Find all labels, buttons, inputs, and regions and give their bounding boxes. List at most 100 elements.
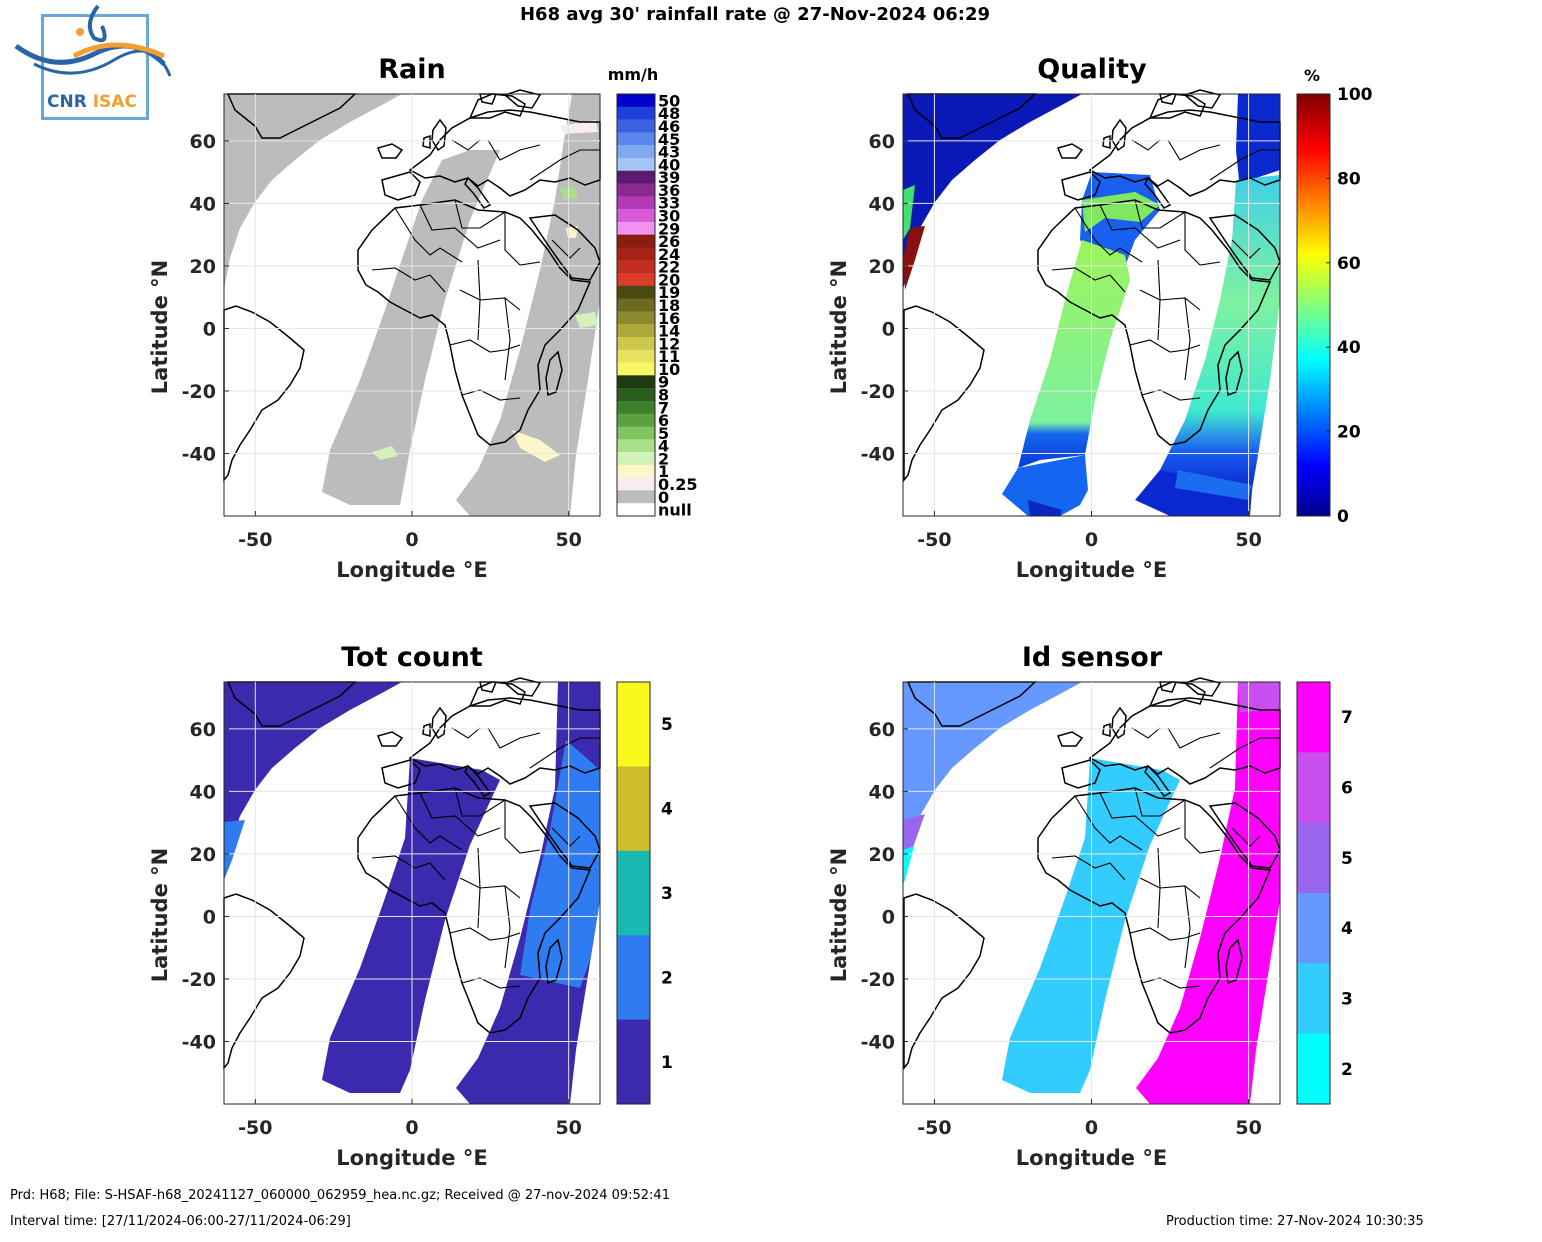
rain-colorbar-swatch bbox=[617, 157, 655, 172]
x-tick-label: 50 bbox=[555, 1117, 581, 1139]
rain-colorbar-tick-label: 48 bbox=[658, 104, 680, 123]
y-tick-label: 40 bbox=[869, 781, 895, 803]
y-tick-label: 60 bbox=[869, 719, 895, 741]
rain-colorbar-swatch bbox=[617, 119, 655, 133]
cnr-isac-logo: CNR ISAC bbox=[14, 4, 172, 124]
logo-text: CNR ISAC bbox=[47, 92, 137, 112]
rain-colorbar-tick-label: 29 bbox=[658, 219, 680, 238]
colorbar-tick-label: 1 bbox=[661, 1053, 673, 1073]
y-tick-label: -20 bbox=[861, 381, 895, 403]
rain-colorbar-swatch bbox=[617, 145, 655, 159]
rain-colorbar-tick-label: 1 bbox=[658, 462, 669, 481]
y-tick-label: 20 bbox=[190, 844, 216, 866]
rain-colorbar-tick-label: 26 bbox=[658, 232, 680, 251]
quality-swaths bbox=[903, 94, 1280, 516]
x-tick-label: 0 bbox=[1085, 529, 1098, 551]
y-tick-label: 40 bbox=[190, 781, 216, 803]
colorbar-tick-label: 2 bbox=[661, 968, 673, 988]
rain-colorbar-swatch bbox=[617, 94, 655, 108]
quality-colorbar-tick-label: 40 bbox=[1337, 338, 1361, 358]
rain-colorbar-tick-label: 45 bbox=[658, 130, 680, 149]
colorbar-swatch bbox=[617, 850, 650, 936]
rain-colorbar-tick-label: 0 bbox=[658, 488, 669, 507]
rain-colorbar-swatch bbox=[617, 132, 655, 146]
x-tick-label: 50 bbox=[1235, 1117, 1261, 1139]
panel-rain: Rain 50484645434039363330292624222019181… bbox=[223, 54, 697, 520]
rain-colorbar-tick-label: 8 bbox=[658, 386, 669, 405]
y-tick-label: 60 bbox=[869, 131, 895, 153]
x-axis-label: Longitude °E bbox=[1016, 1146, 1167, 1170]
rain-colorbar-swatch bbox=[617, 311, 655, 325]
figure-title: H68 avg 30' rainfall rate @ 27-Nov-2024 … bbox=[520, 4, 990, 25]
rain-colorbar-swatch bbox=[617, 362, 655, 376]
rain-colorbar-tick-label: 30 bbox=[658, 206, 680, 225]
panel-title-tot-count: Tot count bbox=[341, 642, 483, 673]
colorbar-swatch bbox=[617, 766, 650, 852]
rain-colorbar-tick-label: 12 bbox=[658, 334, 680, 353]
rain-colorbar-swatch bbox=[617, 324, 655, 338]
id-sensor-colorbar: 7 6 5 4 3 2 bbox=[1296, 681, 1353, 1105]
y-tick-label: -20 bbox=[861, 969, 895, 991]
colorbar-swatch bbox=[1297, 1033, 1330, 1105]
quality-colorbar-tick-label: 80 bbox=[1337, 169, 1361, 189]
colorbar-tick-label: 3 bbox=[661, 884, 673, 904]
colorbar-tick-label: 7 bbox=[1341, 708, 1353, 728]
rain-colorbar-swatch bbox=[617, 452, 655, 466]
y-tick-label: -40 bbox=[861, 1031, 895, 1053]
rain-colorbar-tick-label: 0.25 bbox=[658, 475, 697, 494]
rain-colorbar: 5048464543403936333029262422201918161412… bbox=[616, 91, 697, 520]
rain-colorbar-swatch bbox=[617, 298, 655, 312]
rain-colorbar-swatch bbox=[617, 285, 655, 299]
x-tick-label: 50 bbox=[1235, 529, 1261, 551]
panel-title-rain: Rain bbox=[378, 54, 446, 85]
colorbar-tick-label: 5 bbox=[661, 715, 673, 735]
quality-colorbar-tick-label: 20 bbox=[1337, 423, 1361, 443]
rain-colorbar-swatch bbox=[617, 413, 655, 427]
footer-interval-time: Interval time: [27/11/2024-06:00-27/11/2… bbox=[10, 1214, 351, 1229]
x-axis-label: Longitude °E bbox=[336, 558, 487, 582]
x-axis-label: Longitude °E bbox=[1016, 558, 1167, 582]
rain-colorbar-swatch bbox=[617, 221, 655, 235]
rain-colorbar-swatch bbox=[617, 106, 655, 120]
rain-colorbar-tick-label: 36 bbox=[658, 181, 680, 200]
y-axis-label: Latitude °N bbox=[827, 848, 851, 982]
y-tick-label: 40 bbox=[869, 193, 895, 215]
y-tick-label: 20 bbox=[190, 256, 216, 278]
rain-colorbar-swatch bbox=[617, 183, 655, 197]
x-tick-label: -50 bbox=[238, 529, 272, 551]
x-tick-label: -50 bbox=[917, 529, 951, 551]
panel-title-id-sensor: Id sensor bbox=[1022, 642, 1163, 673]
panel-tot-count: Tot count 5 4 3 2 1 bbox=[223, 642, 673, 1105]
rain-colorbar-swatch bbox=[617, 336, 655, 351]
rain-colorbar-tick-label: 14 bbox=[658, 322, 680, 341]
rain-colorbar-tick-label: 4 bbox=[658, 437, 669, 456]
y-tick-label: 0 bbox=[203, 318, 216, 340]
x-tick-label: 0 bbox=[405, 1117, 418, 1139]
quality-colorbar-tick-label: 100 bbox=[1337, 85, 1373, 105]
rain-colorbar-tick-label: 19 bbox=[658, 283, 680, 302]
y-tick-label: 60 bbox=[190, 131, 216, 153]
colorbar-swatch bbox=[1297, 822, 1330, 894]
y-tick-label: -20 bbox=[182, 381, 216, 403]
y-tick-label: -40 bbox=[861, 443, 895, 465]
y-tick-label: -20 bbox=[182, 969, 216, 991]
rain-colorbar-swatch bbox=[617, 503, 655, 517]
colorbar-tick-label: 4 bbox=[1341, 919, 1353, 939]
quality-colorbar bbox=[1296, 93, 1331, 517]
x-tick-label: -50 bbox=[917, 1117, 951, 1139]
y-axis-label: Latitude °N bbox=[148, 260, 172, 394]
rain-colorbar-tick-label: 9 bbox=[658, 373, 669, 392]
quality-colorbar-unit: % bbox=[1304, 66, 1320, 85]
panel-id-sensor: Id sensor 7 6 5 4 3 2 bbox=[902, 642, 1353, 1105]
y-tick-label: 20 bbox=[869, 844, 895, 866]
rain-colorbar-swatch bbox=[617, 273, 655, 287]
rain-colorbar-swatch bbox=[617, 170, 655, 184]
quality-colorbar-tick-label: 60 bbox=[1337, 254, 1361, 274]
rain-colorbar-tick-label: 43 bbox=[658, 143, 680, 162]
rain-colorbar-swatch bbox=[617, 490, 655, 504]
rain-colorbar-tick-label: 16 bbox=[658, 309, 680, 328]
rain-colorbar-unit: mm/h bbox=[608, 65, 659, 84]
footer-file-info: Prd: H68; File: S-HSAF-h68_20241127_0600… bbox=[10, 1188, 670, 1203]
rain-colorbar-tick-label: 18 bbox=[658, 296, 680, 315]
